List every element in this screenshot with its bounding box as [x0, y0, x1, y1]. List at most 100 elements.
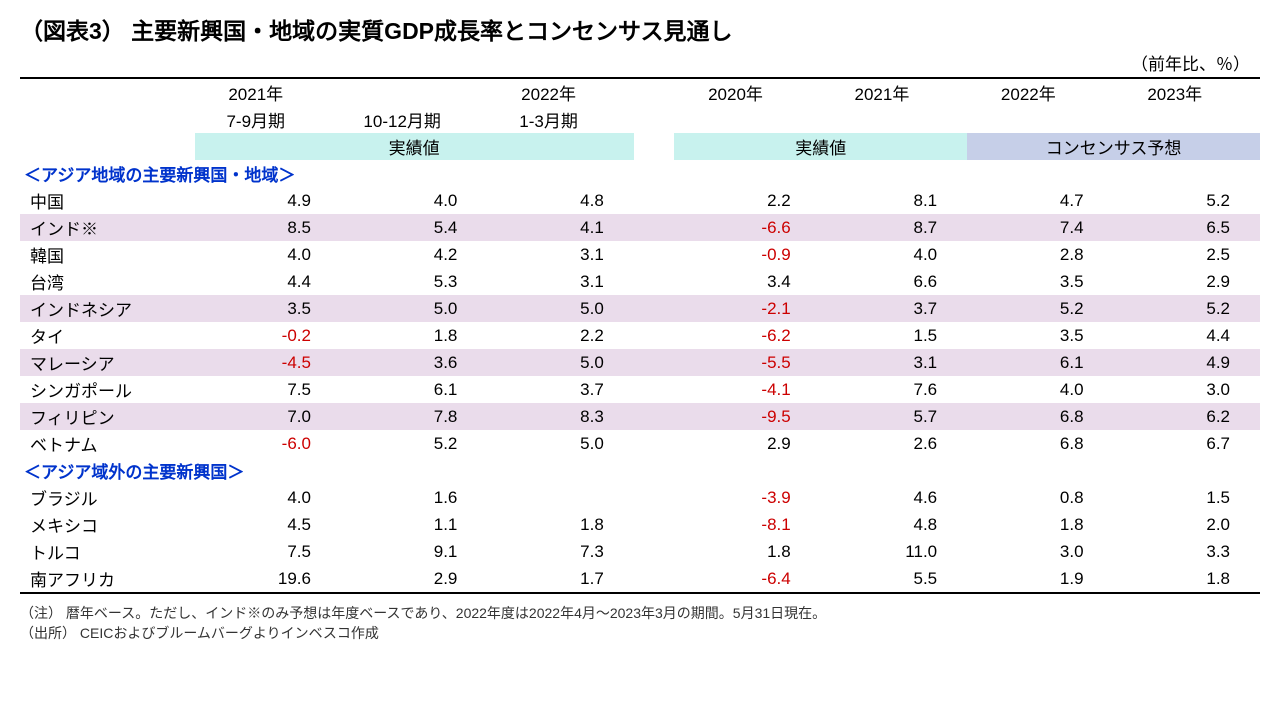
table-row: トルコ7.59.17.31.811.03.03.3	[20, 538, 1260, 565]
cell-value: -2.1	[674, 295, 820, 322]
table-row: インドネシア3.55.05.0-2.13.75.25.2	[20, 295, 1260, 322]
cell-value: 0.8	[967, 484, 1113, 511]
cell-value: 8.1	[821, 187, 967, 214]
cell-value: 3.1	[821, 349, 967, 376]
cell-value: 1.8	[967, 511, 1113, 538]
cell-value: 1.9	[967, 565, 1113, 593]
country-name: 南アフリカ	[20, 565, 195, 593]
cell-value: 4.0	[967, 376, 1113, 403]
cell-value: 6.7	[1114, 430, 1260, 457]
col-q2-year	[341, 78, 487, 106]
cell-value: 7.6	[821, 376, 967, 403]
country-name: シンガポール	[20, 376, 195, 403]
col-q3-period: 1-3月期	[487, 106, 633, 133]
table-row: インド※8.55.44.1-6.68.77.46.5	[20, 214, 1260, 241]
cell-value: 7.4	[967, 214, 1113, 241]
cell-value: 1.6	[341, 484, 487, 511]
cell-value: -9.5	[674, 403, 820, 430]
cell-value: 2.8	[967, 241, 1113, 268]
cell-value: 3.1	[487, 241, 633, 268]
cell-value: 2.5	[1114, 241, 1260, 268]
cell-value: 4.8	[487, 187, 633, 214]
country-name: メキシコ	[20, 511, 195, 538]
cell-value: 4.0	[341, 187, 487, 214]
table-row: タイ-0.21.82.2-6.21.53.54.4	[20, 322, 1260, 349]
table-row: 南アフリカ19.62.91.7-6.45.51.91.8	[20, 565, 1260, 593]
table-row: 韓国4.04.23.1-0.94.02.82.5	[20, 241, 1260, 268]
cell-value: 7.5	[195, 538, 341, 565]
cell-value: 3.5	[967, 322, 1113, 349]
cell-value: -0.2	[195, 322, 341, 349]
cell-value: 6.2	[1114, 403, 1260, 430]
table-row: ベトナム-6.05.25.02.92.66.86.7	[20, 430, 1260, 457]
cell-value: 6.5	[1114, 214, 1260, 241]
band-actual-quarterly: 実績値	[195, 133, 634, 160]
section-header: ＜アジア域外の主要新興国＞	[20, 457, 1260, 484]
cell-value: 4.0	[195, 241, 341, 268]
cell-value: 1.5	[821, 322, 967, 349]
cell-value: -6.6	[674, 214, 820, 241]
cell-value: 8.3	[487, 403, 633, 430]
table-row: 中国4.94.04.82.28.14.75.2	[20, 187, 1260, 214]
table-row: シンガポール7.56.13.7-4.17.64.03.0	[20, 376, 1260, 403]
cell-value	[487, 484, 633, 511]
cell-value: -6.4	[674, 565, 820, 593]
cell-value: 5.7	[821, 403, 967, 430]
table-row: 台湾4.45.33.13.46.63.52.9	[20, 268, 1260, 295]
cell-value: 2.9	[1114, 268, 1260, 295]
country-name: ベトナム	[20, 430, 195, 457]
country-name: 台湾	[20, 268, 195, 295]
table-row: メキシコ4.51.11.8-8.14.81.82.0	[20, 511, 1260, 538]
cell-value: -6.2	[674, 322, 820, 349]
cell-value: 5.3	[341, 268, 487, 295]
country-name: ブラジル	[20, 484, 195, 511]
cell-value: 11.0	[821, 538, 967, 565]
cell-value: 4.4	[195, 268, 341, 295]
cell-value: 3.6	[341, 349, 487, 376]
cell-value: 5.2	[1114, 295, 1260, 322]
cell-value: 1.1	[341, 511, 487, 538]
cell-value: 2.2	[487, 322, 633, 349]
cell-value: 1.8	[674, 538, 820, 565]
cell-value: 4.9	[195, 187, 341, 214]
cell-value: 5.0	[487, 430, 633, 457]
col-y1: 2020年	[674, 78, 820, 106]
col-q3-year: 2022年	[487, 78, 633, 106]
country-name: インドネシア	[20, 295, 195, 322]
cell-value: 3.4	[674, 268, 820, 295]
cell-value: 5.2	[341, 430, 487, 457]
band-actual-annual: 実績値	[674, 133, 967, 160]
cell-value: 8.7	[821, 214, 967, 241]
cell-value: 3.7	[487, 376, 633, 403]
cell-value: 2.9	[674, 430, 820, 457]
cell-value: 9.1	[341, 538, 487, 565]
cell-value: 3.0	[1114, 376, 1260, 403]
cell-value: 5.2	[967, 295, 1113, 322]
cell-value: 3.7	[821, 295, 967, 322]
cell-value: 3.5	[195, 295, 341, 322]
cell-value: 2.6	[821, 430, 967, 457]
cell-value: 4.1	[487, 214, 633, 241]
cell-value: 6.8	[967, 403, 1113, 430]
cell-value: 1.8	[487, 511, 633, 538]
country-name: フィリピン	[20, 403, 195, 430]
cell-value: 7.5	[195, 376, 341, 403]
cell-value: -3.9	[674, 484, 820, 511]
band-forecast: コンセンサス予想	[967, 133, 1260, 160]
cell-value: 7.3	[487, 538, 633, 565]
cell-value: 1.7	[487, 565, 633, 593]
country-name: タイ	[20, 322, 195, 349]
col-y2: 2021年	[821, 78, 967, 106]
cell-value: 6.8	[967, 430, 1113, 457]
footnotes: （注） 暦年ベース。ただし、インド※のみ予想は年度ベースであり、2022年度は2…	[20, 604, 1260, 643]
country-name: マレーシア	[20, 349, 195, 376]
cell-value: 2.2	[674, 187, 820, 214]
cell-value: 5.5	[821, 565, 967, 593]
country-name: トルコ	[20, 538, 195, 565]
footnote-1: （注） 暦年ベース。ただし、インド※のみ予想は年度ベースであり、2022年度は2…	[20, 604, 1260, 624]
cell-value: -5.5	[674, 349, 820, 376]
cell-value: 6.1	[967, 349, 1113, 376]
cell-value: 4.0	[195, 484, 341, 511]
cell-value: 5.0	[487, 295, 633, 322]
footnote-2: （出所） CEICおよびブルームバーグよりインベスコ作成	[20, 624, 1260, 644]
